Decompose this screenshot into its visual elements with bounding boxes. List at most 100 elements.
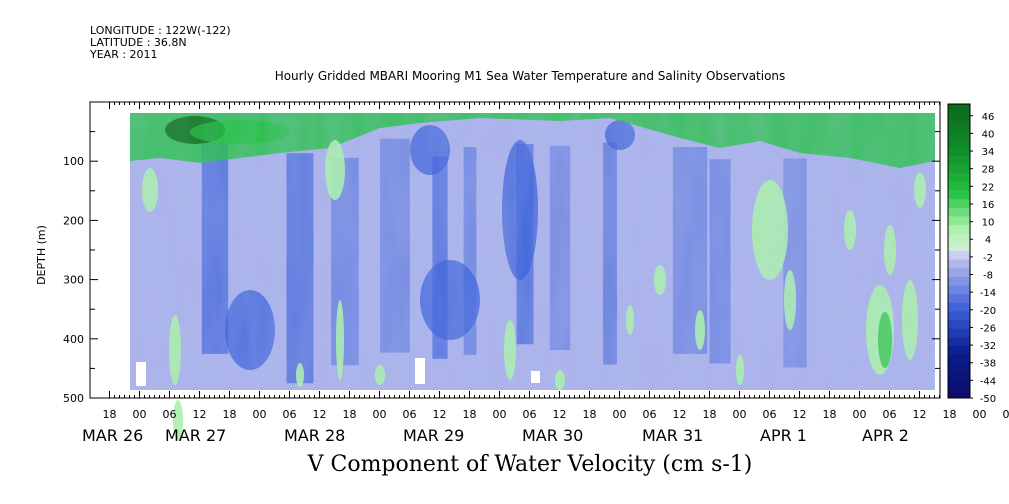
colorbar-cell <box>948 225 970 235</box>
x-hour-label: 00 <box>373 408 387 421</box>
x-hour-label: 18 <box>463 408 477 421</box>
y-axis-label: DEPTH (m) <box>35 225 48 285</box>
x-hour-label: 06 <box>763 408 777 421</box>
colorbar-cell <box>948 346 970 356</box>
x-hour-label: 00 <box>853 408 867 421</box>
colorbar-label: 4 <box>985 235 991 246</box>
colorbar-label: -50 <box>980 394 996 405</box>
colorbar-cell <box>948 173 970 183</box>
y-tick-label: 400 <box>63 333 84 346</box>
longitude-label: LONGITUDE : 122W(-122) <box>90 24 231 37</box>
y-tick-label: 500 <box>63 392 84 405</box>
heatmap-field <box>130 113 935 440</box>
x-hour-label: 12 <box>913 408 927 421</box>
colorbar-cell <box>948 199 970 209</box>
x-hour-label: 12 <box>553 408 567 421</box>
x-hour-label: 06 <box>283 408 297 421</box>
colorbar-label: 10 <box>982 218 995 229</box>
missing-data-gap <box>531 371 540 383</box>
colorbar-cell <box>948 285 970 295</box>
x-date-label: MAR 30 <box>522 426 583 445</box>
x-hour-label: 06 <box>1003 408 1009 421</box>
x-date-label: APR 2 <box>862 426 909 445</box>
x-date-label: MAR 27 <box>165 426 226 445</box>
x-hour-label: 18 <box>583 408 597 421</box>
x-hour-label: 06 <box>643 408 657 421</box>
y-tick-label: 100 <box>63 155 84 168</box>
x-date-label: MAR 26 <box>82 426 143 445</box>
colorbar-cell <box>948 389 970 399</box>
colorbar-label: 28 <box>982 165 995 176</box>
colorbar-cell <box>948 328 970 338</box>
colorbar-label: -14 <box>980 288 996 299</box>
variable-label: V Component of Water Velocity (cm s-1) <box>307 452 753 477</box>
y-tick-label: 300 <box>63 274 84 287</box>
x-hour-label: 06 <box>523 408 537 421</box>
x-hour-label: 18 <box>703 408 717 421</box>
missing-data-gap <box>415 358 425 384</box>
colorbar-cell <box>948 363 970 373</box>
colorbar-label: 22 <box>982 182 995 193</box>
colorbar-label: -26 <box>980 323 996 334</box>
x-hour-label: 12 <box>793 408 807 421</box>
colorbar-cell <box>948 155 970 166</box>
x-hour-label: 00 <box>133 408 147 421</box>
chart-title: Hourly Gridded MBARI Mooring M1 Sea Wate… <box>274 69 786 83</box>
colorbar-cell <box>948 112 970 122</box>
x-hour-label: 00 <box>973 408 987 421</box>
colorbar-cell <box>948 268 970 278</box>
field-texture <box>130 113 935 390</box>
colorbar-label: -44 <box>980 376 996 387</box>
x-date-label: MAR 29 <box>403 426 464 445</box>
colorbar-cell <box>948 233 970 243</box>
x-hour-label: 00 <box>733 408 747 421</box>
colorbar-cell <box>948 104 970 114</box>
colorbar-cell <box>948 337 970 347</box>
colorbar-label: -2 <box>983 253 993 264</box>
x-hour-label: 12 <box>193 408 207 421</box>
y-tick-label: 200 <box>63 214 84 227</box>
colorbar-cell <box>948 190 970 200</box>
missing-data-gap <box>136 362 146 386</box>
x-hour-label: 00 <box>253 408 267 421</box>
x-hour-label: 18 <box>343 408 357 421</box>
colorbar-cell <box>948 242 970 252</box>
x-hour-label: 18 <box>943 408 957 421</box>
x-hour-label: 06 <box>163 408 177 421</box>
year-label: YEAR : 2011 <box>90 48 158 61</box>
colorbar-label: 16 <box>982 200 995 211</box>
colorbar-cell <box>948 354 970 364</box>
colorbar-label: -38 <box>980 359 996 370</box>
x-hour-label: 18 <box>223 408 237 421</box>
colorbar-cell <box>948 138 970 148</box>
x-hour-label: 12 <box>433 408 447 421</box>
colorbar-cell <box>948 294 970 304</box>
x-date-label: MAR 28 <box>284 426 345 445</box>
colorbar-cell <box>948 380 970 390</box>
colorbar-cell <box>948 320 970 330</box>
colorbar: 46 40 34 28 22 16 10 4 -2 -8 -14 -20 -26 -32 -38 -44 -50 <box>947 103 996 405</box>
colorbar-label: -32 <box>980 341 996 352</box>
colorbar-label: 46 <box>982 112 995 123</box>
colorbar-cell <box>948 181 970 191</box>
x-hour-label: 00 <box>613 408 627 421</box>
colorbar-label: 40 <box>982 129 995 140</box>
colorbar-cell <box>948 121 970 131</box>
colorbar-cell <box>948 129 970 140</box>
colorbar-label: 34 <box>982 147 995 158</box>
x-hour-label: 12 <box>313 408 327 421</box>
colorbar-frame <box>947 103 971 399</box>
x-hour-label: 06 <box>883 408 897 421</box>
x-hour-label: 00 <box>493 408 507 421</box>
x-hour-label: 18 <box>103 408 117 421</box>
colorbar-label: -8 <box>983 271 993 282</box>
colorbar-cell <box>948 259 970 269</box>
colorbar-cell <box>948 251 970 261</box>
positive-streak <box>173 400 183 440</box>
colorbar-cell <box>948 372 970 382</box>
x-hour-label: 06 <box>403 408 417 421</box>
colorbar-cell <box>948 302 970 313</box>
x-date-label: APR 1 <box>760 426 807 445</box>
